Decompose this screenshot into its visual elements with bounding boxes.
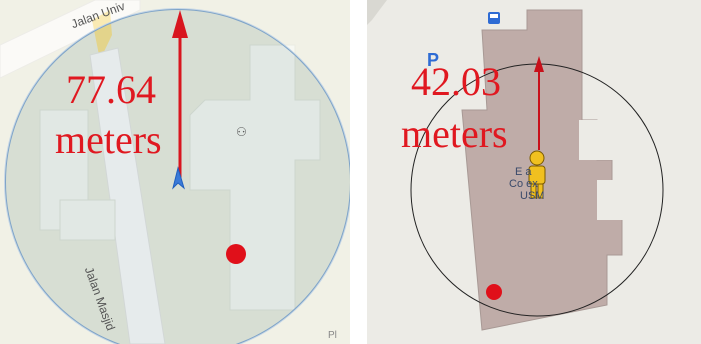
right-map-poi-line-3: USM xyxy=(520,190,545,202)
right-map-distance-unit: meters xyxy=(401,111,508,156)
left-map-distance-unit: meters xyxy=(55,117,162,162)
right-map-building-notch-1 xyxy=(579,120,619,160)
left-map-red-dot xyxy=(226,244,246,264)
left-map-building-sw xyxy=(59,199,116,241)
right-map-poi-line-2: Co ex xyxy=(509,178,538,190)
left-map-arrowhead xyxy=(172,10,188,38)
right-map-panel: P E a Co ex USM 42.03 meters xyxy=(367,0,701,344)
right-map-building-notch-2 xyxy=(597,180,627,220)
right-map-road-corner xyxy=(367,0,387,25)
left-map-distance-value: 77.64 xyxy=(66,67,156,112)
left-map-pedestrian-icon: ⚇ xyxy=(236,125,247,139)
right-map-person-icon xyxy=(528,150,546,199)
right-map-bus-window xyxy=(490,14,498,18)
left-map-outside-mask xyxy=(0,0,350,344)
right-map-arrowhead xyxy=(534,56,544,72)
left-map-panel: ⚇ Jalan Univ Jalan Masjid Pl 77.64 meter… xyxy=(0,0,350,344)
left-map-road-masjid xyxy=(89,47,166,344)
left-map-building-cross xyxy=(189,44,321,311)
right-map-canvas xyxy=(367,0,701,344)
right-map-poi-line-1: E a xyxy=(515,166,532,178)
left-map-canvas: ⚇ xyxy=(0,0,350,344)
right-map-parking-label: P xyxy=(427,50,440,70)
left-map-corner-label: Pl xyxy=(328,330,337,341)
left-map-location-marker xyxy=(172,166,185,190)
right-map-distance-value: 42.03 xyxy=(411,59,501,104)
right-map-red-dot xyxy=(486,284,502,300)
